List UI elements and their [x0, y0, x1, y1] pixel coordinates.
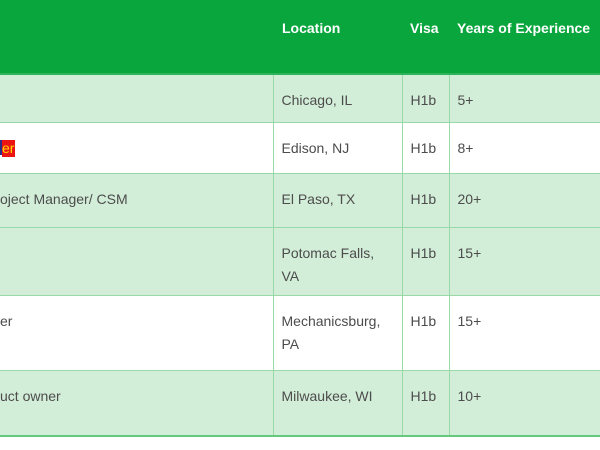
location-cell: Mechanicsburg, PA	[272, 294, 403, 371]
header-cell-title	[0, 0, 273, 75]
experience-cell: 8+	[448, 121, 600, 174]
jobs-table-body: Chicago, IL H1b 5+ er Edison, NJ H1b 8+ oject M…	[0, 73, 600, 437]
job-row: oject Manager/ CSM El Paso, TX H1b 20+	[0, 172, 600, 228]
location-cell: Edison, NJ	[272, 121, 403, 174]
job-title-cell: er	[0, 121, 274, 174]
job-row: uct owner Milwaukee, WI H1b 10+	[0, 369, 600, 437]
job-title-cell: er	[0, 294, 274, 371]
experience-cell: 10+	[448, 369, 600, 437]
header-cell-experience: Years of Experience	[449, 0, 600, 75]
job-title-cell: uct owner	[0, 369, 274, 437]
job-title-cell: oject Manager/ CSM	[0, 172, 274, 228]
job-title-cell	[0, 226, 274, 296]
location-cell: Milwaukee, WI	[272, 369, 403, 437]
jobs-table: Location Visa Years of Experience Chicag…	[0, 0, 600, 437]
job-row: er Edison, NJ H1b 8+	[0, 121, 600, 174]
search-highlight: er	[2, 139, 16, 157]
job-row: Chicago, IL H1b 5+	[0, 73, 600, 123]
visa-cell: H1b	[401, 294, 450, 371]
visa-cell: H1b	[401, 73, 450, 123]
location-cell: Potomac Falls, VA	[272, 226, 403, 296]
visa-cell: H1b	[401, 369, 450, 437]
experience-cell: 15+	[448, 226, 600, 296]
job-title-fragment: er	[0, 312, 13, 329]
highlight-clipped-mark	[0, 139, 2, 155]
header-cell-visa: Visa	[402, 0, 449, 75]
table-header-row: Location Visa Years of Experience	[0, 0, 600, 75]
job-title-fragment: oject Manager/ CSM	[0, 190, 128, 207]
experience-cell: 20+	[448, 172, 600, 228]
location-cell: El Paso, TX	[272, 172, 403, 228]
job-row: er Mechanicsburg, PA H1b 15+	[0, 294, 600, 371]
location-cell: Chicago, IL	[272, 73, 403, 123]
visa-cell: H1b	[401, 121, 450, 174]
header-cell-location: Location	[273, 0, 402, 75]
visa-cell: H1b	[401, 226, 450, 296]
visa-cell: H1b	[401, 172, 450, 228]
job-title-fragment: uct owner	[0, 387, 61, 404]
job-row: Potomac Falls, VA H1b 15+	[0, 226, 600, 296]
experience-cell: 15+	[448, 294, 600, 371]
job-title-cell	[0, 73, 274, 123]
experience-cell: 5+	[448, 73, 600, 123]
